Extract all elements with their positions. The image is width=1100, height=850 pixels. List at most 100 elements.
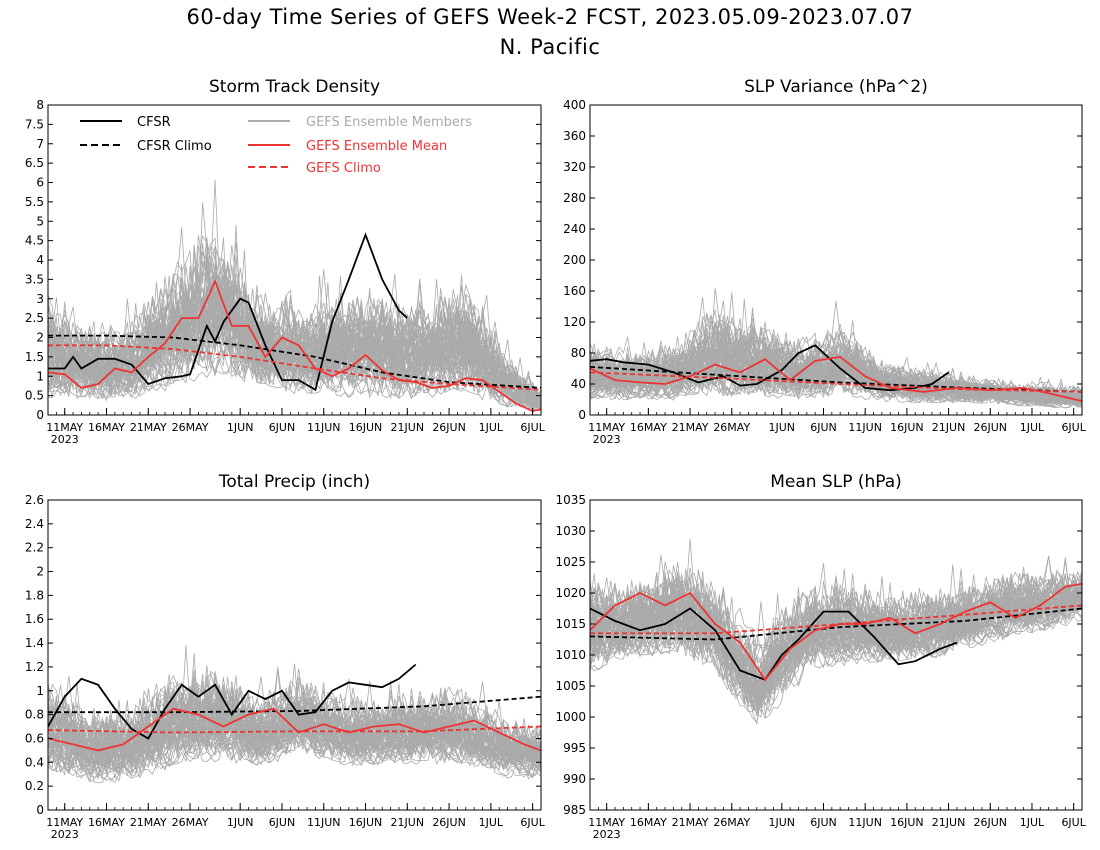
- x-tick-label: 11JUN: [307, 816, 341, 829]
- ensemble-members: [48, 179, 541, 412]
- x-axis: 11MAY 16MAY 21MAY 26MAY 1JUN 6JUN 11JUN 16JUN 21…: [46, 803, 546, 841]
- x-tick-label: 16MAY: [88, 816, 125, 829]
- x-tick-label: 26JUN: [974, 816, 1008, 829]
- ensemble-member-line: [48, 695, 541, 773]
- ensemble-member-line: [48, 682, 541, 771]
- ensemble-members: [590, 288, 1082, 409]
- x-tick-label: 26MAY: [713, 421, 750, 434]
- x-tick-label: 26JUN: [974, 421, 1008, 434]
- plot-frame: [47, 499, 542, 811]
- ensemble-member-line: [590, 323, 1082, 403]
- legend-label: GEFS Climo: [306, 161, 381, 176]
- y-tick-label: 40: [571, 377, 586, 391]
- y-tick-label: 160: [563, 284, 586, 298]
- y-axis: 0 40 80 120 160 200 240 280 320 360 400: [563, 98, 1082, 422]
- y-tick-label: 400: [563, 98, 586, 112]
- x-tick-label: 6JUN: [810, 816, 837, 829]
- ensemble-member-line: [48, 290, 541, 410]
- y-axis: 0 0.2 0.4 0.6 0.8 1 1.2 1.4 1.6 1.8 2 2.2 2.4 2.6: [25, 493, 541, 817]
- x-tick-label: 1JUL: [479, 421, 504, 434]
- ensemble-members: [590, 538, 1082, 725]
- y-tick-label: 320: [563, 160, 586, 174]
- ensemble-member-line: [48, 291, 541, 404]
- x-tick-label: 26MAY: [172, 816, 209, 829]
- ensemble-member-line: [48, 264, 541, 398]
- chart-precip: Total Precip (inch) 0 0.2 0.4 0.6 0.8 1 1.2 1.4 1…: [25, 472, 546, 841]
- y-tick-label: 120: [563, 315, 586, 329]
- y-tick-label: 0.2: [25, 779, 44, 793]
- y-tick-label: 8: [36, 98, 44, 112]
- ensemble-member-line: [48, 250, 541, 411]
- x-tick-label: 11JUN: [307, 421, 341, 434]
- ensemble-member-line: [590, 341, 1082, 402]
- x-tick-label: 6JUN: [269, 421, 296, 434]
- ensemble-member-line: [590, 586, 1082, 719]
- y-tick-label: 3: [36, 292, 44, 306]
- ensemble-members: [48, 644, 541, 784]
- series-gefs-ensemble-mean: [48, 278, 541, 413]
- y-tick-label: 5: [36, 214, 44, 228]
- x-tick-label: 26JUN: [432, 816, 466, 829]
- x-tick-label: 6JUN: [810, 421, 837, 434]
- plot-frame: [589, 499, 1083, 811]
- x-tick-label: 1JUL: [479, 816, 504, 829]
- y-tick-label: 2: [36, 565, 44, 579]
- x-tick-label: 16JUN: [890, 816, 924, 829]
- y-tick-label: 0.8: [25, 708, 44, 722]
- y-tick-label: 4.5: [25, 234, 44, 248]
- x-tick-label: 11MAY: [46, 421, 83, 434]
- series-gefs-ensemble-mean: [48, 707, 541, 752]
- series-cfsr: [48, 232, 408, 392]
- y-tick-label: 1.6: [25, 612, 44, 626]
- year-label: 2023: [51, 828, 79, 841]
- y-tick-label: 1.5: [25, 350, 44, 364]
- x-tick-label: 16JUN: [349, 421, 383, 434]
- chart-title: Total Precip (inch): [218, 472, 370, 492]
- y-tick-label: 2: [36, 331, 44, 345]
- chart-storm: Storm Track Density 0 0.5 1 1.5 2 2.5 3 3.5 4 4.5 5…: [25, 77, 546, 446]
- chart-slpvar: SLP Variance (hPa^2) 0 40 80 120 160 200 240 280…: [563, 77, 1087, 446]
- series-cfsr: [590, 607, 958, 681]
- series-cfsr: [48, 663, 417, 740]
- y-tick-label: 4: [36, 253, 44, 267]
- series-cfsr: [590, 344, 950, 392]
- x-tick-label: 1JUN: [227, 816, 254, 829]
- x-tick-label: 21JUN: [932, 421, 966, 434]
- legend-label: GEFS Ensemble Mean: [306, 139, 447, 154]
- x-tick-label: 21JUN: [391, 816, 425, 829]
- x-tick-label: 6JUL: [520, 421, 545, 434]
- y-tick-label: 240: [563, 222, 586, 236]
- y-tick-label: 0.5: [25, 389, 44, 403]
- ensemble-member-line: [590, 331, 1082, 403]
- ensemble-member-line: [48, 683, 541, 782]
- x-tick-label: 21MAY: [130, 816, 167, 829]
- x-tick-label: 6JUL: [1061, 421, 1086, 434]
- y-tick-label: 3.5: [25, 272, 44, 286]
- x-tick-label: 1JUL: [1020, 816, 1045, 829]
- y-tick-label: 1.8: [25, 588, 44, 602]
- x-tick-label: 11JUN: [848, 816, 882, 829]
- x-tick-label: 21MAY: [130, 421, 167, 434]
- legend-label: GEFS Ensemble Members: [306, 115, 472, 130]
- chart-title: SLP Variance (hPa^2): [744, 77, 928, 97]
- y-tick-label: 1.4: [25, 636, 44, 650]
- series-cfsr-climo: [48, 695, 541, 714]
- legend-label: CFSR Climo: [137, 139, 212, 154]
- ensemble-member-line: [590, 322, 1082, 408]
- x-tick-label: 1JUN: [769, 816, 796, 829]
- x-tick-label: 16JUN: [349, 816, 383, 829]
- ensemble-member-line: [48, 271, 541, 399]
- ensemble-member-line: [590, 350, 1082, 401]
- ensemble-member-line: [48, 300, 541, 404]
- y-tick-label: 7.5: [25, 117, 44, 131]
- y-tick-label: 985: [563, 803, 586, 817]
- series-gefs-climo: [48, 344, 541, 391]
- x-axis: 11MAY 16MAY 21MAY 26MAY 1JUN 6JUN 11JUN 16JUN 21…: [588, 408, 1087, 446]
- x-tick-label: 16MAY: [630, 421, 667, 434]
- y-tick-label: 995: [563, 741, 586, 755]
- series-cfsr-climo: [590, 366, 1082, 393]
- x-tick-label: 1JUN: [769, 421, 796, 434]
- x-axis: 11MAY 16MAY 21MAY 26MAY 1JUN 6JUN 11JUN 16JUN 21…: [588, 803, 1087, 841]
- y-tick-label: 2.5: [25, 311, 44, 325]
